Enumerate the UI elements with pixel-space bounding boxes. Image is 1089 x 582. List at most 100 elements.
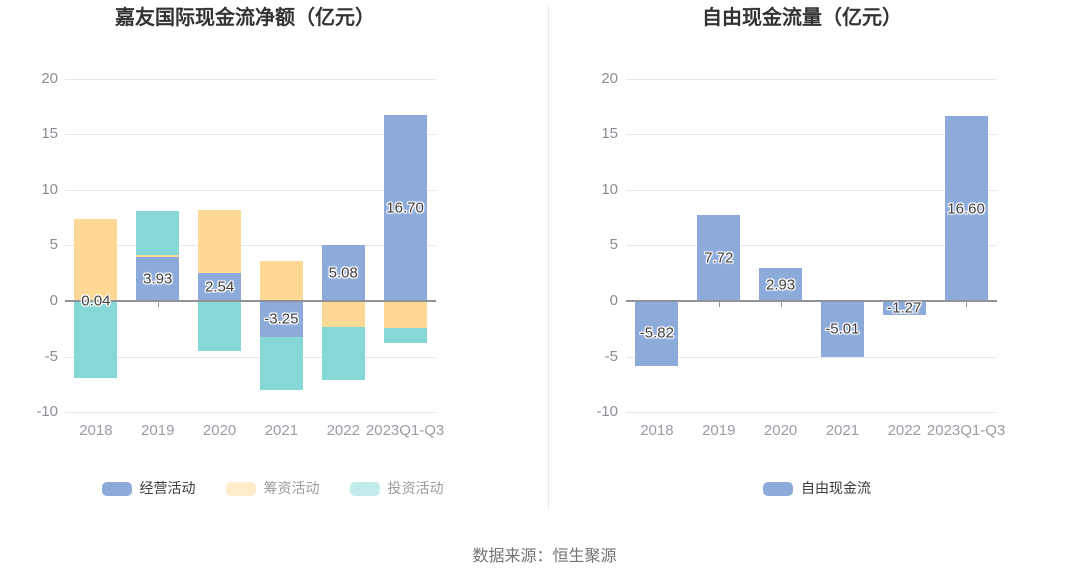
free-cash-flow-chart-panel: 自由现金流量（亿元） 自由现金流 20 15 10 5 0 -5 -10 2018 2019 20…: [545, 0, 1089, 582]
x-axis-category-label: 2023Q1-Q3: [365, 422, 445, 439]
y-axis-label: -5: [604, 347, 618, 365]
x-axis-category-label: 2020: [763, 422, 798, 439]
y-axis-label: 0: [609, 292, 618, 309]
data-source-note: 数据来源：恒生聚源: [472, 548, 617, 565]
bar-value-label: 7.72: [704, 249, 734, 267]
legend-item-投资活动[interactable]: 投资活动: [349, 480, 444, 496]
bar-value-label: 0.04: [81, 292, 111, 310]
legend-label: 筹资活动: [263, 480, 320, 496]
legend-item-自由现金流[interactable]: 自由现金流: [763, 481, 871, 496]
bar-segment-筹资活动[interactable]: [198, 210, 242, 273]
legend-label: 经营活动: [139, 480, 196, 496]
bar-value-label: -5.01: [825, 320, 860, 338]
y-axis-label: -10: [36, 403, 58, 421]
legend-swatch: [349, 481, 380, 496]
gridline: [626, 78, 997, 80]
bar-value-label: 16.60: [947, 200, 985, 218]
y-axis-label: -5: [44, 347, 58, 365]
x-axis-category-label: 2018: [640, 422, 674, 439]
x-axis-category-label: 2021: [264, 422, 299, 439]
y-axis-label: 5: [49, 236, 58, 254]
y-axis-label: 15: [601, 125, 618, 143]
y-axis-label: 0: [49, 292, 58, 309]
y-axis-label: 5: [609, 236, 618, 254]
y-axis-label: -10: [596, 403, 618, 421]
bar-segment-自由现金流[interactable]: [944, 116, 988, 301]
x-axis-category-label: 2019: [702, 422, 736, 439]
legend-item-经营活动[interactable]: 经营活动: [101, 480, 196, 496]
x-axis-zero-line: [626, 300, 997, 302]
legend-free-cash-flow: 自由现金流: [545, 481, 1089, 496]
y-axis-label: 20: [41, 69, 58, 87]
bar-segment-投资活动[interactable]: [259, 337, 303, 390]
bar-segment-投资活动[interactable]: [136, 210, 180, 256]
axis-tick: [966, 302, 968, 307]
axis-tick: [718, 302, 720, 307]
gridline: [65, 356, 436, 358]
axis-tick: [780, 302, 782, 307]
bar-segment-自由现金流[interactable]: [820, 301, 864, 357]
x-axis-category-label: 2020: [202, 422, 237, 439]
gridline: [626, 245, 997, 247]
gridline: [65, 78, 436, 80]
y-axis-label: 15: [41, 125, 58, 143]
bar-segment-自由现金流[interactable]: [882, 301, 926, 316]
y-axis-label: 10: [41, 180, 58, 198]
bar-value-label: 2.54: [204, 278, 235, 296]
legend-swatch: [225, 481, 256, 496]
bar-value-label: 3.93: [143, 270, 173, 288]
gridline: [65, 134, 436, 136]
y-axis-label: 20: [601, 69, 618, 87]
gridline: [65, 412, 436, 414]
bar-segment-筹资活动[interactable]: [259, 260, 303, 301]
gridline: [626, 189, 997, 191]
gridline: [626, 412, 997, 414]
chart-title-net-cash-flow: 嘉友国际现金流净额（亿元）: [115, 7, 375, 29]
bar-segment-筹资活动[interactable]: [136, 255, 180, 258]
gridline: [626, 356, 997, 358]
bar-segment-经营活动[interactable]: [383, 115, 427, 301]
legend-label: 自由现金流: [801, 480, 871, 496]
chart-title-free-cash-flow: 自由现金流量（亿元）: [702, 7, 902, 29]
legend-item-筹资活动[interactable]: 筹资活动: [225, 480, 320, 496]
x-axis-category-label: 2019: [141, 422, 175, 439]
bar-segment-筹资活动[interactable]: [74, 219, 118, 301]
bar-segment-投资活动[interactable]: [198, 301, 242, 352]
bar-segment-经营活动[interactable]: [198, 272, 242, 301]
gridline: [65, 189, 436, 191]
x-axis-category-label: 2023Q1-Q3: [926, 422, 1006, 439]
bar-value-label: -3.25: [264, 310, 299, 328]
x-axis-category-label: 2018: [79, 422, 113, 439]
net-cash-flow-chart-panel: 嘉友国际现金流净额（亿元） 经营活动 筹资活动 投资活动 20 15 10 5 0 -5 -10…: [0, 7, 545, 496]
legend-swatch: [763, 481, 793, 496]
bar-segment-投资活动[interactable]: [383, 327, 427, 344]
bar-value-label: 2.93: [765, 276, 796, 294]
gridline: [626, 134, 997, 136]
bar-segment-筹资活动[interactable]: [321, 301, 365, 327]
x-axis-category-label: 2022: [887, 422, 921, 439]
bar-segment-投资活动[interactable]: [74, 301, 118, 379]
bar-segment-经营活动[interactable]: [259, 301, 303, 338]
y-axis-label: 10: [601, 180, 618, 198]
bar-value-label: -1.27: [887, 299, 922, 317]
x-axis-category-label: 2022: [326, 422, 360, 439]
bar-value-label: -5.82: [639, 324, 675, 342]
bar-segment-经营活动[interactable]: [321, 244, 365, 301]
panel-divider: [548, 6, 549, 510]
x-axis-zero-line: [65, 300, 436, 302]
bar-segment-自由现金流[interactable]: [635, 301, 679, 366]
bar-segment-自由现金流[interactable]: [759, 268, 803, 301]
x-axis-category-label: 2021: [825, 422, 860, 439]
legend-label: 投资活动: [387, 480, 444, 496]
bar-segment-自由现金流[interactable]: [697, 215, 741, 301]
bar-value-label: 16.70: [386, 199, 424, 217]
axis-tick: [157, 302, 159, 307]
bar-segment-筹资活动[interactable]: [383, 301, 427, 328]
bar-segment-经营活动[interactable]: [136, 257, 180, 301]
legend-swatch: [101, 481, 132, 496]
gridline: [65, 245, 436, 247]
legend-net-cash-flow: 经营活动 筹资活动 投资活动: [0, 481, 545, 496]
bar-segment-投资活动[interactable]: [321, 326, 365, 380]
bar-value-label: 5.08: [328, 264, 358, 282]
